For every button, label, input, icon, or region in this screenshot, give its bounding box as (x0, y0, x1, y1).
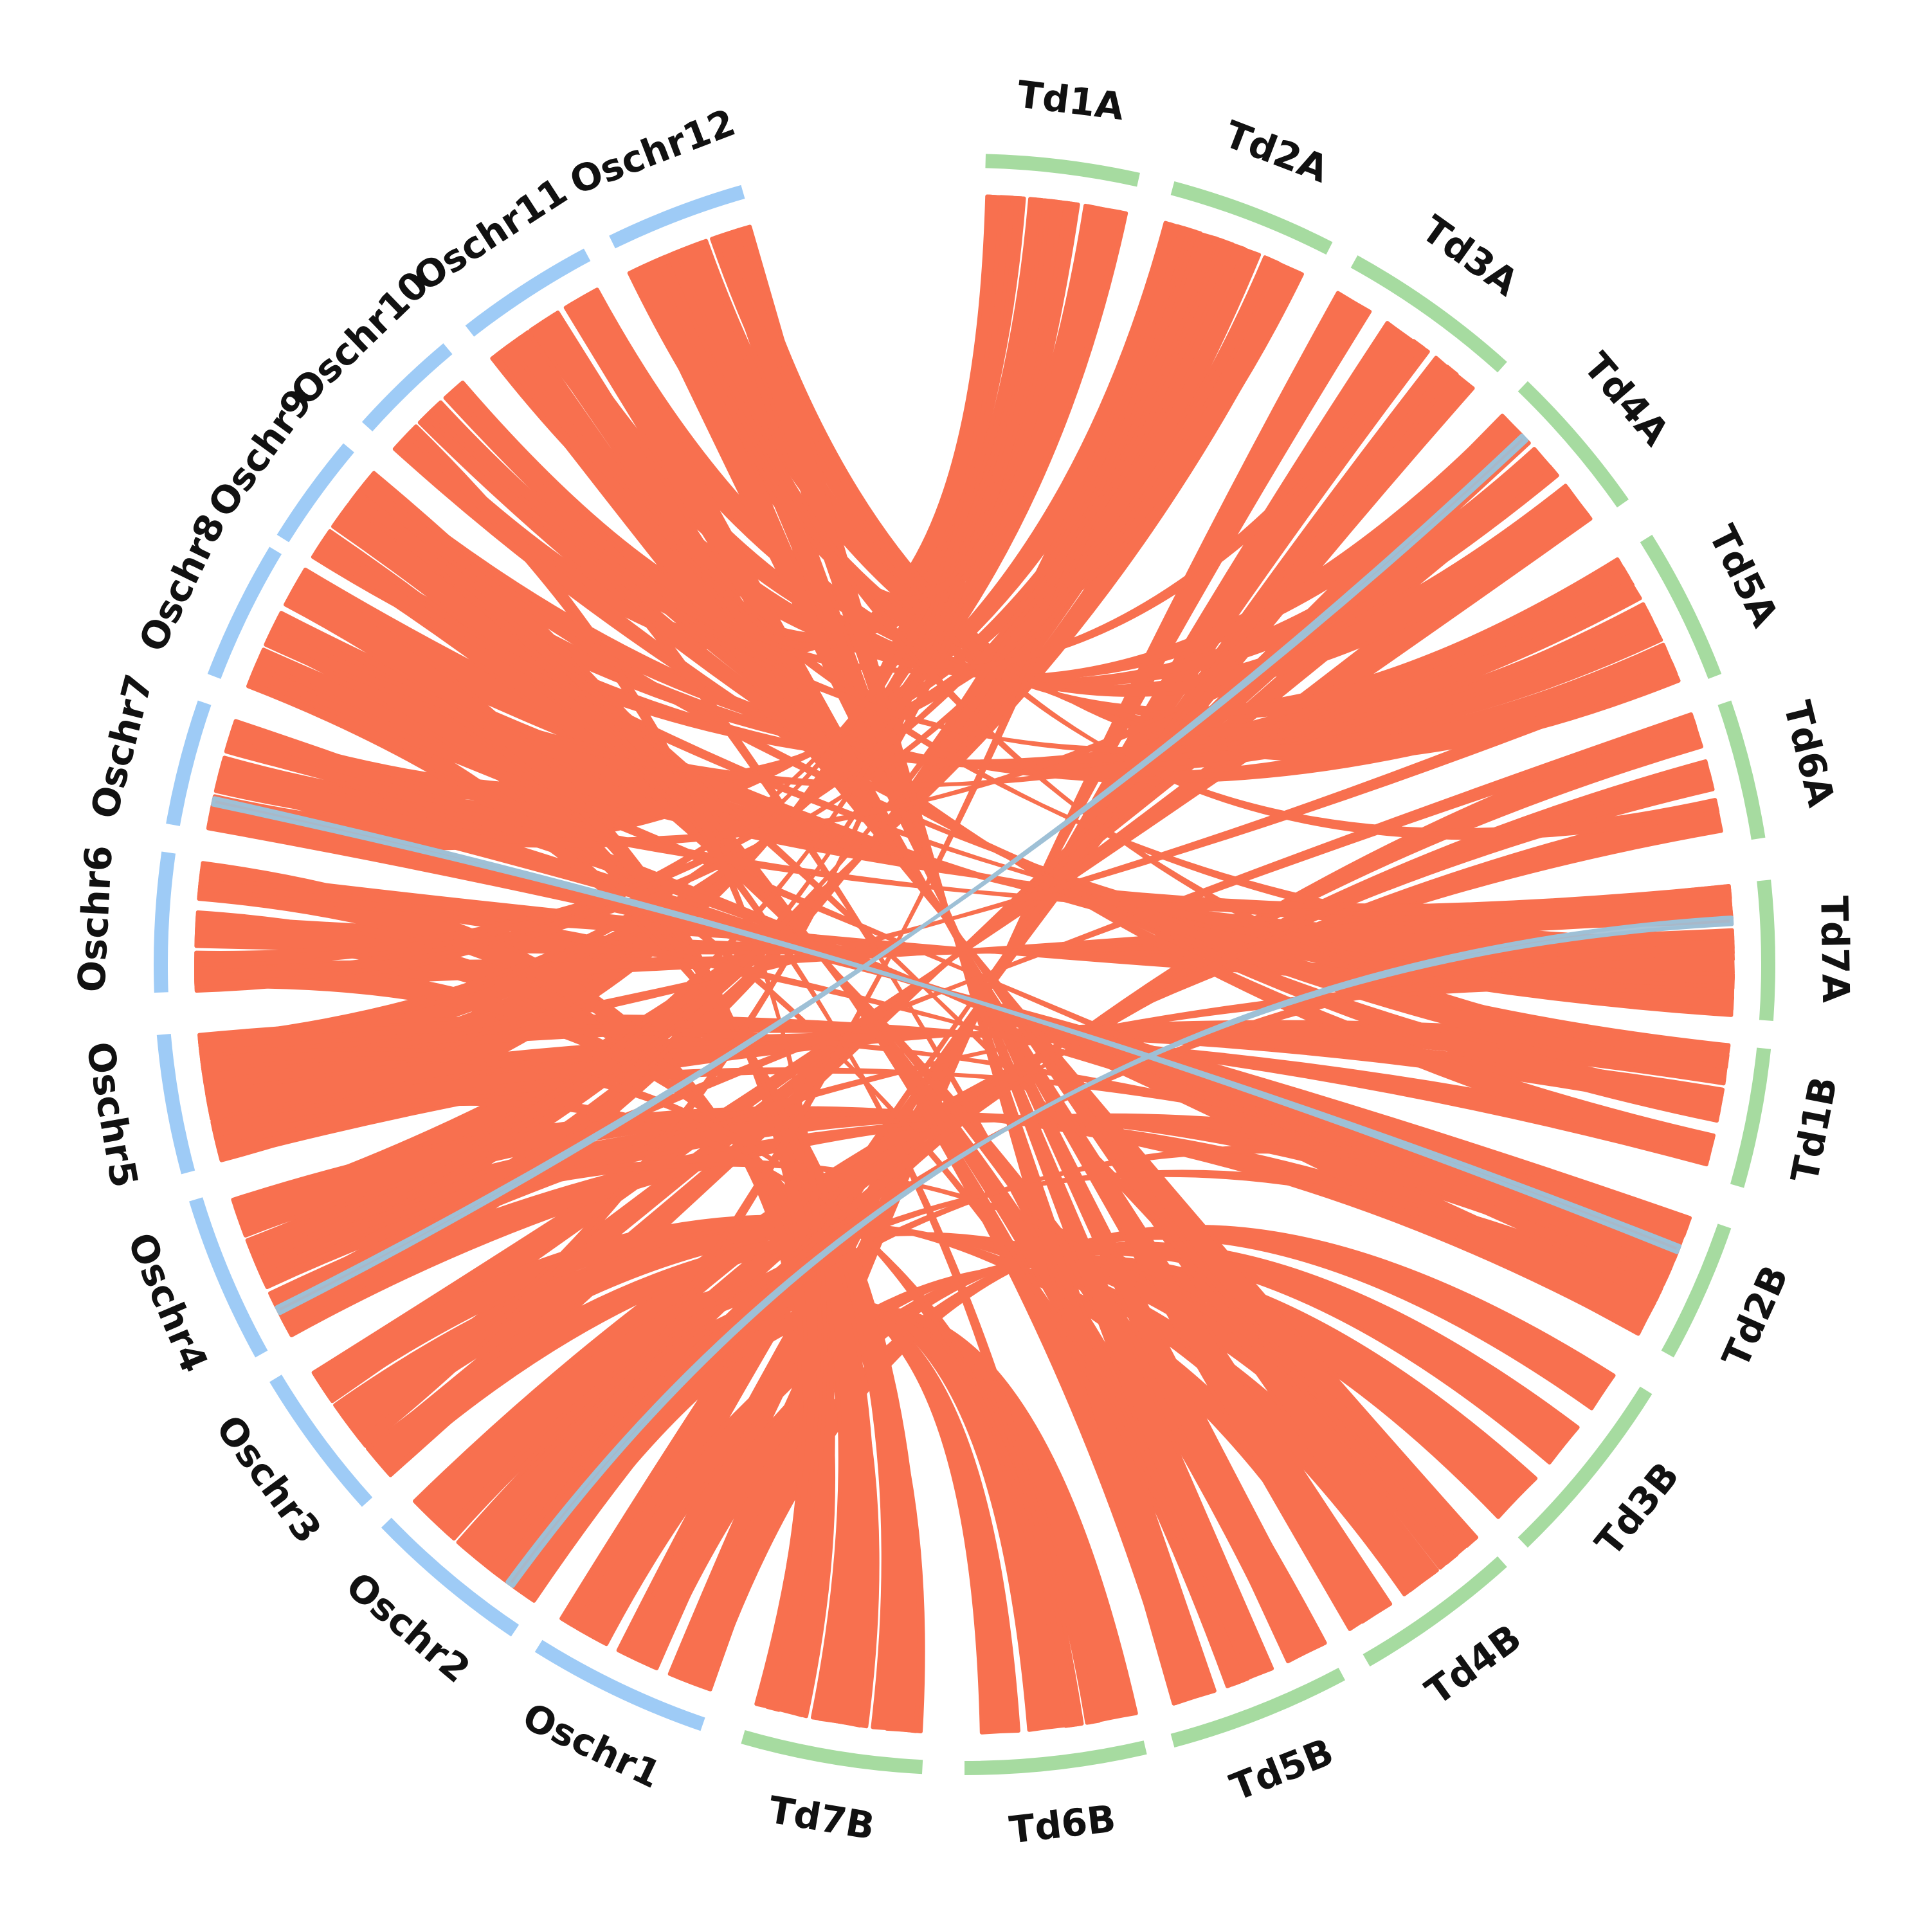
chromosome-label-td4b: Td4B (1417, 1616, 1529, 1713)
chromosome-label-td5a: Td5A (1700, 518, 1787, 633)
chromosome-arc-oschr10 (361, 343, 453, 431)
synteny-link-paralog-0 (505, 916, 1734, 1588)
chromosome-label-oschr10: Oschr10 (282, 262, 437, 414)
synteny-link-minor-31 (224, 737, 1732, 916)
synteny-link-paralog-2 (211, 796, 1681, 1254)
chromosome-arc-oschr9 (276, 443, 354, 543)
synteny-link-minor-34 (201, 660, 1678, 1086)
chromosome-arc-td1b (1730, 1047, 1771, 1188)
chromosome-arc-td5b (1170, 1667, 1346, 1748)
synteny-link-oschr8-td7b-2 (284, 575, 835, 1717)
synteny-link-minor-28 (194, 256, 1280, 986)
chromosome-arc-td4a (1517, 381, 1629, 508)
chromosome-arc-td2a (1170, 181, 1333, 255)
chromosome-arc-td7b (741, 1730, 923, 1774)
chromosome-arc-oschr7 (166, 700, 212, 826)
chromosome-arc-td4b (1363, 1556, 1507, 1667)
chromosome-label-oschr5: Oschr5 (78, 1038, 147, 1191)
synteny-link-minor-33 (405, 424, 828, 1712)
chromosome-arc-oschr6 (154, 851, 176, 993)
chromosome-arc-td1a (985, 154, 1140, 187)
chromosome-label-td4a: Td4A (1575, 344, 1678, 454)
chromosome-label-oschr7: Oschr7 (82, 670, 161, 823)
synteny-link-minor-36 (429, 339, 1426, 674)
chromosome-arc-oschr3 (269, 1375, 373, 1507)
chromosome-label-td2b: Td2B (1714, 1259, 1797, 1374)
chromosome-arc-oschr12 (609, 185, 745, 249)
synteny-link-minor-26 (194, 238, 1235, 967)
chromosome-arc-td6a (1717, 700, 1766, 840)
chromosome-label-td7a: Td7A (1812, 896, 1858, 1004)
synteny-link-paralog-1 (275, 433, 1528, 1315)
synteny-link-minor-35 (200, 1047, 1080, 1728)
chromosome-label-td1b: Td1B (1782, 1073, 1845, 1186)
chromosome-label-td3b: Td3B (1587, 1454, 1688, 1564)
chromosome-arc-oschr11 (465, 248, 591, 337)
synteny-link-minor-29 (256, 712, 1697, 1281)
chromosome-label-td6a: Td6A (1775, 697, 1843, 811)
synteny-link-minor-37 (266, 565, 1631, 788)
chromosome-arc-td5a (1640, 534, 1722, 679)
chromosome-arc-oschr1 (534, 1639, 705, 1731)
chromosome-arc-oschr2 (381, 1517, 520, 1637)
chromosome-label-td2a: Td2A (1218, 112, 1334, 191)
chromosome-label-oschr4: Oschr4 (119, 1227, 217, 1379)
chromosome-label-oschr12: Oschr12 (564, 100, 741, 203)
synteny-link-minor-13 (450, 381, 1245, 1687)
synteny-link-minor-22 (424, 406, 1654, 754)
synteny-link-minor-20 (484, 226, 1198, 1576)
chromosome-arc-td6b (964, 1740, 1147, 1775)
synteny-link-minor-21 (258, 224, 1191, 1286)
chromosome-label-oschr8: Oschr8 (130, 507, 233, 658)
chromosome-label-td7b: Td7B (766, 1787, 878, 1848)
chromosome-ring (154, 154, 1775, 1775)
chromosome-label-td1a: Td1A (1015, 72, 1126, 129)
chromosome-arc-td3a (1350, 255, 1507, 373)
chromosome-label-td5b: Td5B (1224, 1729, 1339, 1809)
chromosome-arc-td7a (1757, 880, 1775, 1021)
chromosome-arc-oschr4 (189, 1197, 268, 1358)
chromosome-label-oschr6: Oschr6 (69, 844, 121, 993)
synteny-link-minor-16 (443, 1169, 1663, 1541)
chromosome-arc-oschr8 (207, 546, 282, 679)
chromosome-label-oschr1: Oschr1 (516, 1694, 667, 1797)
chromosome-arc-td3b (1517, 1386, 1653, 1548)
chromosome-arc-td2b (1661, 1223, 1732, 1358)
synteny-link-oschr8-td7b-1 (264, 614, 876, 1728)
synteny-link-minor-7 (210, 464, 1559, 848)
synteny-link-minor-11 (356, 480, 1734, 1011)
synteny-link-minor-39 (652, 201, 1080, 601)
synteny-link-minor-25 (197, 875, 1674, 1279)
synteny-link-minor-38 (494, 771, 1714, 1584)
links-layer (194, 194, 1735, 1735)
synteny-link-minor-4 (197, 197, 1044, 1052)
chromosome-label-td3a: Td3A (1414, 207, 1526, 305)
chromosome-label-td6b: Td6B (1007, 1796, 1118, 1852)
synteny-link-minor-1 (727, 227, 1720, 840)
synteny-link-minor-30 (253, 1159, 1478, 1548)
chromosome-arc-oschr5 (156, 1033, 195, 1175)
